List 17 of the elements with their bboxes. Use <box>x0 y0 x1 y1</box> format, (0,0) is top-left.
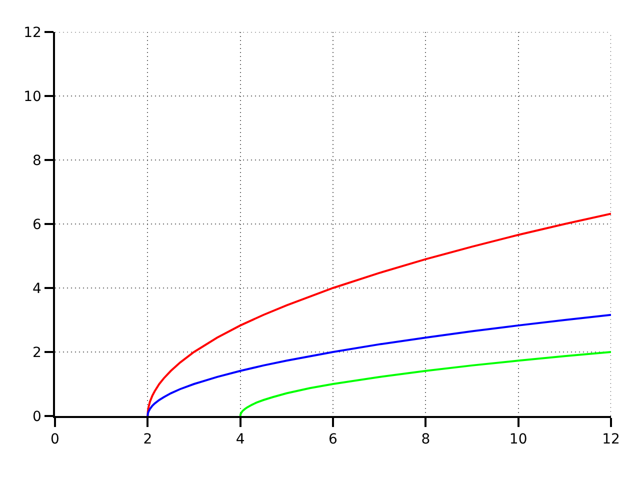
y-tick-label: 2 <box>32 344 42 361</box>
x-tick-label: 6 <box>328 432 338 448</box>
x-tick-label: 8 <box>421 432 430 448</box>
line-series <box>239 351 611 416</box>
y-tick-label: 8 <box>32 152 42 169</box>
x-tick-label: 10 <box>509 432 528 448</box>
y-tick-label: 6 <box>32 216 42 233</box>
y-tick-label: 12 <box>24 24 42 41</box>
y-tick-label: 0 <box>32 408 42 425</box>
line-series <box>146 314 611 416</box>
x-tick-label: 0 <box>50 432 60 448</box>
y-tick-label: 10 <box>24 88 42 105</box>
line-series <box>146 212 611 416</box>
y-tick-label: 4 <box>32 280 42 297</box>
x-tick-label: 12 <box>602 432 620 448</box>
x-tick-label: 4 <box>236 432 245 448</box>
x-tick-label: 2 <box>143 432 152 448</box>
